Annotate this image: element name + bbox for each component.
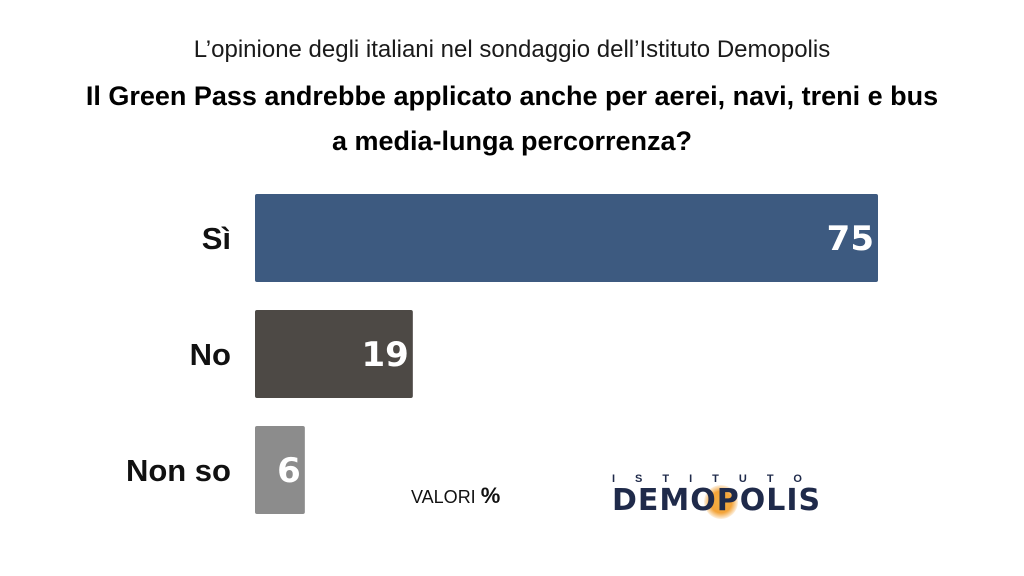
chart-subtitle: L’opinione degli italiani nel sondaggio …: [193, 36, 831, 63]
chart-title-line-1: Il Green Pass andrebbe applicato anche p…: [85, 81, 939, 111]
chart-title: Il Green Pass andrebbe applicato anche p…: [0, 74, 1024, 164]
value-label-0: 75: [827, 219, 874, 259]
value-label-2: 6: [277, 451, 301, 491]
category-label-2: Non so: [126, 453, 231, 488]
logo-small-text: ISTITUTO: [612, 473, 822, 485]
logo-main-wrap: DEMOPOLIS: [612, 483, 868, 519]
value-label-1: 19: [361, 335, 408, 375]
category-label-0: Sì: [202, 221, 231, 256]
category-label-1: No: [190, 337, 231, 372]
chart-title-line-2: a media-lunga percorrenza?: [331, 126, 693, 156]
units-text: VALORI: [411, 487, 476, 507]
bar-1: [255, 310, 413, 398]
logo-main-text: DEMOPOLIS: [612, 483, 822, 518]
units-note: VALORI %: [411, 483, 500, 509]
logo-glow: [704, 485, 738, 519]
bar-2: [255, 426, 305, 514]
units-symbol: %: [480, 483, 501, 508]
bar-0: [255, 194, 878, 282]
demopolis-logo: ISTITUTO DEMOPOLIS: [612, 473, 868, 519]
